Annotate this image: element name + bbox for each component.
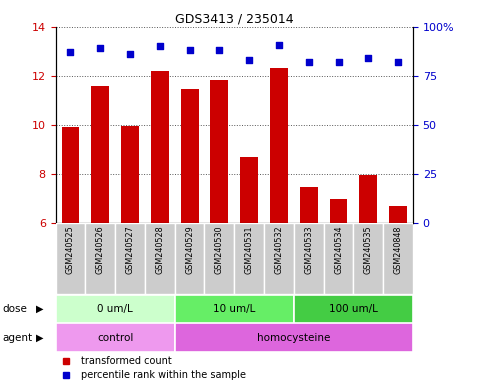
Point: [215, 47, 223, 53]
Point: [364, 55, 372, 61]
Text: GSM240526: GSM240526: [96, 225, 105, 274]
Bar: [383, 223, 413, 294]
Text: GSM240530: GSM240530: [215, 225, 224, 274]
Text: GSM240531: GSM240531: [245, 225, 254, 274]
Bar: [359, 175, 377, 223]
Bar: [329, 199, 347, 223]
Bar: [56, 223, 85, 294]
Bar: [175, 323, 413, 352]
Bar: [56, 295, 175, 323]
Point: [394, 59, 402, 65]
Point: [245, 57, 253, 63]
Text: GSM240532: GSM240532: [274, 225, 284, 274]
Text: GSM240527: GSM240527: [126, 225, 134, 274]
Bar: [324, 223, 354, 294]
Point: [185, 47, 193, 53]
Bar: [145, 223, 175, 294]
Text: 100 um/L: 100 um/L: [329, 304, 378, 314]
Bar: [181, 89, 199, 223]
Text: GSM240533: GSM240533: [304, 225, 313, 274]
Text: GSM240528: GSM240528: [156, 225, 164, 274]
Bar: [264, 223, 294, 294]
Bar: [151, 71, 169, 223]
Bar: [211, 79, 228, 223]
Text: GSM240534: GSM240534: [334, 225, 343, 274]
Bar: [56, 323, 175, 352]
Text: 10 um/L: 10 um/L: [213, 304, 256, 314]
Bar: [234, 223, 264, 294]
Text: 0 um/L: 0 um/L: [97, 304, 133, 314]
Bar: [115, 223, 145, 294]
Text: GSM240535: GSM240535: [364, 225, 373, 274]
Bar: [85, 223, 115, 294]
Point: [126, 51, 134, 57]
Point: [305, 59, 313, 65]
Bar: [240, 157, 258, 223]
Bar: [294, 295, 413, 323]
Bar: [294, 223, 324, 294]
Text: transformed count: transformed count: [81, 356, 171, 366]
Text: ▶: ▶: [36, 333, 43, 343]
Text: ▶: ▶: [36, 304, 43, 314]
Text: homocysteine: homocysteine: [257, 333, 330, 343]
Bar: [354, 223, 383, 294]
Text: GSM240529: GSM240529: [185, 225, 194, 274]
Text: GSM240525: GSM240525: [66, 225, 75, 274]
Point: [97, 45, 104, 51]
Title: GDS3413 / 235014: GDS3413 / 235014: [175, 13, 294, 26]
Bar: [300, 187, 318, 223]
Text: GSM240848: GSM240848: [394, 225, 402, 274]
Point: [275, 41, 283, 48]
Bar: [175, 295, 294, 323]
Bar: [121, 126, 139, 223]
Bar: [175, 223, 204, 294]
Point: [67, 49, 74, 55]
Point: [156, 43, 164, 50]
Bar: [61, 127, 79, 223]
Text: dose: dose: [2, 304, 28, 314]
Text: control: control: [97, 333, 133, 343]
Bar: [91, 86, 109, 223]
Bar: [204, 223, 234, 294]
Point: [335, 59, 342, 65]
Bar: [389, 205, 407, 223]
Bar: [270, 68, 288, 223]
Text: percentile rank within the sample: percentile rank within the sample: [81, 370, 245, 380]
Text: agent: agent: [2, 333, 32, 343]
